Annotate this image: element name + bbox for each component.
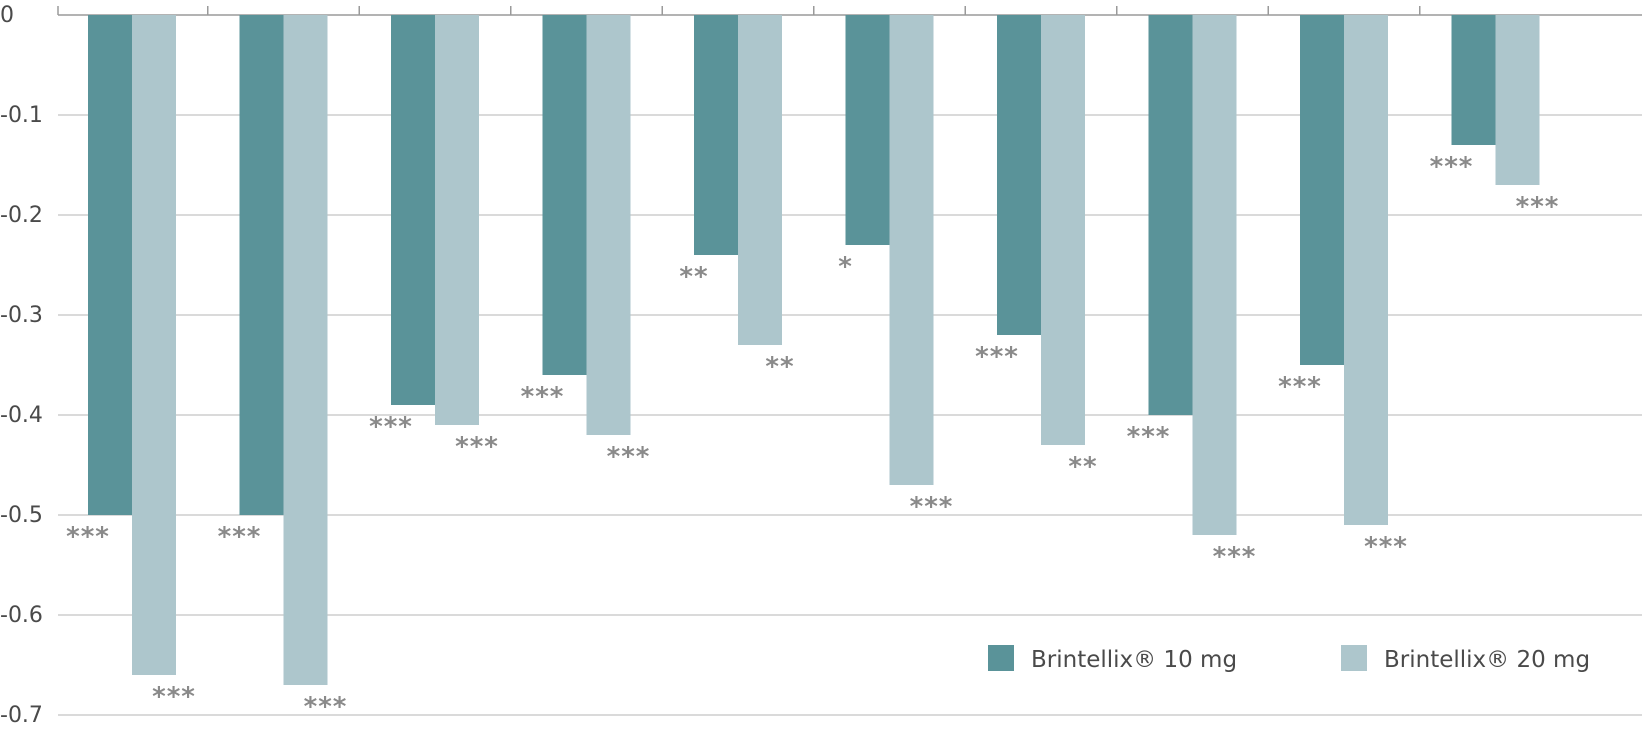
significance-label: *** xyxy=(910,492,954,522)
significance-label: *** xyxy=(1364,532,1408,562)
significance-label: *** xyxy=(152,682,196,712)
significance-label: *** xyxy=(521,382,565,412)
significance-label: *** xyxy=(1430,152,1474,182)
y-tick-label: -0.3 xyxy=(0,303,43,328)
y-tick-label: -0.7 xyxy=(0,703,43,728)
significance-label: *** xyxy=(1516,192,1560,222)
legend-label-20mg: Brintellix® 20 mg xyxy=(1384,647,1590,673)
y-tick-label: -0.6 xyxy=(0,603,43,628)
bar-10mg-2 xyxy=(239,15,284,515)
significance-label: ** xyxy=(1068,452,1097,482)
y-tick-label: -0.4 xyxy=(0,403,43,428)
bar-20mg-7 xyxy=(1041,15,1085,445)
significance-label: *** xyxy=(975,342,1019,372)
significance-label: * xyxy=(838,252,853,282)
bar-20mg-5 xyxy=(738,15,782,345)
y-tick-label: 0 xyxy=(0,3,14,28)
bar-20mg-10 xyxy=(1495,15,1540,185)
bars xyxy=(88,15,1540,685)
significance-label: *** xyxy=(218,522,262,552)
y-axis: 0 -0.1 -0.2 -0.3 -0.4 -0.5 -0.6 -0.7 xyxy=(0,3,1421,728)
significance-label: *** xyxy=(369,412,413,442)
legend: Brintellix® 10 mg Brintellix® 20 mg xyxy=(988,645,1590,673)
bar-10mg-10 xyxy=(1451,15,1496,145)
significance-label: *** xyxy=(1127,422,1171,452)
y-tick-label: -0.1 xyxy=(0,103,43,128)
significance-labels: *** *********** **************** ****** ****… xyxy=(66,152,1560,722)
bar-20mg-8 xyxy=(1192,15,1237,535)
significance-label: *** xyxy=(1213,542,1257,572)
legend-label-10mg: Brintellix® 10 mg xyxy=(1031,647,1237,673)
bar-20mg-3 xyxy=(435,15,479,425)
legend-swatch-10mg xyxy=(988,645,1014,671)
bar-10mg-4 xyxy=(542,15,587,375)
bar-10mg-6 xyxy=(845,15,890,245)
bar-10mg-5 xyxy=(694,15,738,255)
significance-label: ** xyxy=(765,352,794,382)
bar-10mg-3 xyxy=(391,15,435,405)
significance-label: *** xyxy=(1278,372,1322,402)
bar-20mg-9 xyxy=(1344,15,1388,525)
significance-label: *** xyxy=(607,442,651,472)
bar-20mg-1 xyxy=(132,15,176,675)
significance-label: *** xyxy=(455,432,499,462)
y-tick-label: -0.2 xyxy=(0,203,43,228)
significance-label: *** xyxy=(66,522,110,552)
bar-10mg-1 xyxy=(88,15,132,515)
y-tick-label: -0.5 xyxy=(0,503,43,528)
bar-20mg-6 xyxy=(889,15,934,485)
significance-label: *** xyxy=(304,692,348,722)
bar-20mg-2 xyxy=(283,15,328,685)
legend-swatch-20mg xyxy=(1341,645,1367,671)
bar-20mg-4 xyxy=(586,15,631,435)
significance-label: ** xyxy=(679,262,708,292)
bar-10mg-7 xyxy=(997,15,1041,335)
bar-10mg-9 xyxy=(1300,15,1344,365)
bar-10mg-8 xyxy=(1148,15,1193,415)
